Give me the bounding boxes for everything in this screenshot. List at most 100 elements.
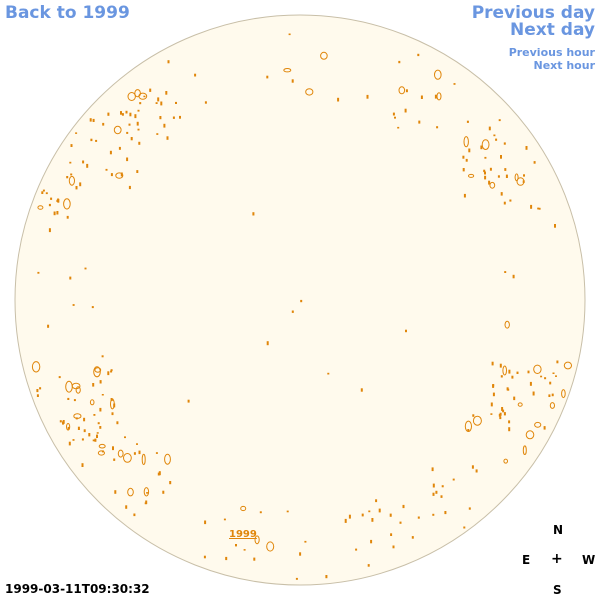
previous-day-link[interactable]: Previous day (471, 3, 595, 23)
contour-speck (500, 192, 503, 196)
contour-speck (48, 203, 51, 207)
contour-speck (300, 299, 303, 303)
contour-speck (97, 450, 106, 456)
contour-speck (549, 402, 556, 409)
contour-speck (465, 158, 468, 162)
contour-speck (159, 116, 162, 120)
contour-speck (355, 548, 358, 551)
contour-speck (517, 402, 523, 407)
next-day-link[interactable]: Next day (510, 20, 595, 40)
contour-speck (514, 173, 519, 182)
contour-speck (522, 180, 525, 183)
contour-speck (165, 91, 168, 95)
contour-speck (497, 175, 500, 178)
contour-speck (67, 397, 70, 400)
contour-speck (499, 363, 502, 368)
contour-speck (42, 189, 45, 192)
contour-speck (134, 89, 141, 98)
contour-speck (115, 172, 124, 179)
contour-speck (203, 555, 206, 559)
contour-speck (50, 197, 53, 200)
contour-speck (344, 518, 347, 523)
contour-speck (483, 169, 486, 173)
contour-speck (431, 467, 434, 472)
contour-speck (133, 513, 136, 517)
contour-speck (484, 175, 487, 180)
contour-speck (368, 510, 371, 513)
contour-speck (194, 73, 197, 77)
contour-speck (77, 426, 80, 430)
contour-speck (114, 490, 117, 494)
contour-speck (69, 161, 72, 164)
contour-speck (86, 163, 89, 168)
contour-speck (418, 120, 421, 124)
contour-speck (513, 396, 516, 401)
contour-speck (490, 402, 493, 407)
contour-speck (291, 310, 294, 313)
contour-speck (48, 228, 51, 233)
contour-speck (463, 193, 466, 198)
contour-speck (167, 60, 170, 64)
contour-speck (499, 412, 502, 416)
contour-speck (101, 355, 104, 358)
contour-speck (136, 170, 139, 173)
contour-speck (481, 139, 490, 151)
contour-speck (68, 175, 76, 186)
contour-speck (63, 198, 71, 210)
contour-speck (512, 274, 515, 279)
contour-speck (164, 453, 171, 465)
contour-speck (254, 535, 260, 545)
contour-speck (136, 121, 139, 126)
contour-speck (120, 111, 122, 115)
year-marker-link[interactable]: 1999 (229, 529, 257, 540)
contour-speck (266, 541, 275, 552)
contour-speck (509, 199, 512, 202)
contour-speck (252, 212, 255, 216)
contour-speck (504, 320, 510, 329)
contour-speck (305, 88, 314, 96)
contour-speck (534, 421, 542, 428)
contour-speck (508, 427, 511, 432)
contour-speck (295, 577, 298, 580)
contour-speck (243, 549, 246, 551)
contour-speck (556, 360, 559, 364)
contour-speck (73, 399, 76, 402)
contour-speck (543, 426, 546, 430)
contour-speck (501, 407, 504, 411)
contour-speck (464, 420, 472, 432)
contour-speck (138, 450, 141, 455)
contour-speck (225, 556, 228, 561)
contour-speck (81, 438, 84, 441)
contour-speck (41, 191, 44, 194)
contour-speck (266, 341, 269, 346)
contour-speck (480, 145, 483, 150)
contour-speck (404, 108, 407, 113)
contour-speck (123, 453, 132, 463)
contour-speck (66, 423, 71, 431)
contour-speck (96, 432, 99, 434)
contour-speck (79, 182, 82, 187)
contour-speck (475, 469, 478, 473)
contour-speck (109, 150, 112, 155)
contour-speck (434, 69, 442, 80)
next-hour-link[interactable]: Next hour (533, 59, 596, 72)
contour-speck (504, 168, 507, 171)
contour-speck (489, 181, 496, 189)
contour-speck (110, 369, 113, 372)
contour-speck (398, 86, 406, 95)
back-to-year-link[interactable]: Back to 1999 (5, 3, 130, 23)
contour-speck (111, 412, 114, 416)
contour-speck (112, 446, 114, 451)
contour-speck (89, 399, 95, 406)
contour-speck (530, 204, 533, 209)
contour-speck (143, 95, 146, 98)
contour-speck (506, 387, 509, 391)
contour-speck (436, 92, 442, 101)
contour-speck (508, 420, 511, 424)
contour-speck (98, 443, 106, 449)
previous-hour-link[interactable]: Previous hour (508, 46, 595, 59)
contour-speck (90, 138, 93, 142)
contour-speck (92, 383, 95, 387)
contour-speck (96, 434, 98, 438)
contour-speck (141, 453, 146, 466)
